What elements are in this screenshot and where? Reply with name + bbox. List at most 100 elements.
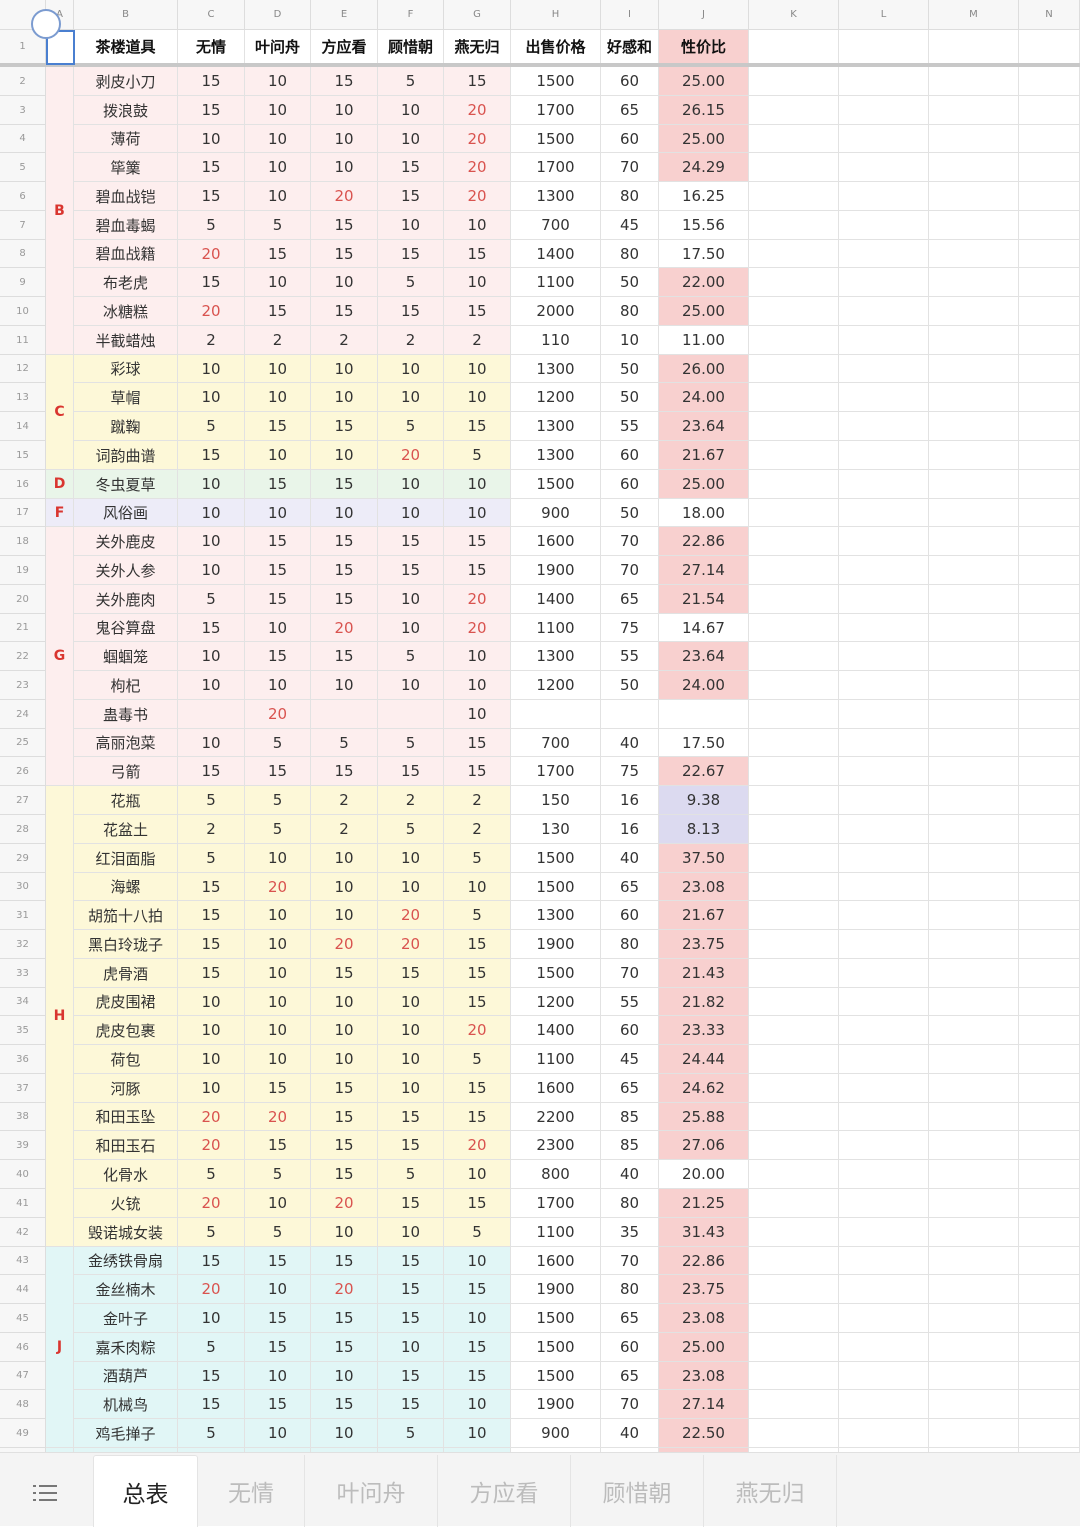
value-cell[interactable]: 5 bbox=[444, 441, 511, 470]
empty-cell[interactable] bbox=[839, 182, 929, 211]
empty-cell[interactable] bbox=[749, 700, 839, 729]
value-cell[interactable]: 10 bbox=[245, 930, 311, 959]
value-cell[interactable]: 31.43 bbox=[659, 1218, 749, 1247]
empty-cell[interactable] bbox=[929, 642, 1019, 671]
item-name-cell[interactable]: 鸡毛掸子 bbox=[74, 1419, 178, 1448]
empty-cell[interactable] bbox=[1019, 988, 1080, 1016]
value-cell[interactable]: 5 bbox=[245, 211, 311, 240]
value-cell[interactable]: 1300 bbox=[511, 182, 601, 211]
empty-cell[interactable] bbox=[1019, 67, 1080, 96]
empty-cell[interactable] bbox=[839, 1362, 929, 1390]
empty-cell[interactable] bbox=[1019, 125, 1080, 153]
value-cell[interactable]: 15 bbox=[311, 959, 378, 988]
value-cell[interactable]: 50 bbox=[601, 499, 659, 527]
value-cell[interactable]: 15 bbox=[311, 585, 378, 614]
value-cell[interactable]: 60 bbox=[601, 901, 659, 930]
value-cell[interactable]: 2 bbox=[311, 786, 378, 815]
item-name-cell[interactable]: 蝈蝈笼 bbox=[74, 642, 178, 671]
value-cell[interactable]: 10 bbox=[245, 182, 311, 211]
value-cell[interactable]: 1300 bbox=[511, 412, 601, 441]
empty-cell[interactable] bbox=[839, 1074, 929, 1103]
empty-cell[interactable] bbox=[839, 1103, 929, 1131]
value-cell[interactable]: 1900 bbox=[511, 1275, 601, 1304]
item-name-cell[interactable]: 词韵曲谱 bbox=[74, 441, 178, 470]
empty-cell[interactable] bbox=[1019, 470, 1080, 499]
value-cell[interactable]: 45 bbox=[601, 211, 659, 240]
value-cell[interactable]: 15 bbox=[378, 1131, 444, 1160]
empty-cell[interactable] bbox=[749, 614, 839, 642]
value-cell[interactable]: 60 bbox=[601, 125, 659, 153]
empty-cell[interactable] bbox=[929, 67, 1019, 96]
value-cell[interactable]: 37.50 bbox=[659, 844, 749, 873]
sheet-tab-5[interactable]: 燕无归 bbox=[704, 1455, 837, 1527]
value-cell[interactable]: 15 bbox=[444, 757, 511, 786]
empty-cell[interactable] bbox=[1019, 642, 1080, 671]
empty-cell[interactable] bbox=[929, 757, 1019, 786]
value-cell[interactable]: 21.43 bbox=[659, 959, 749, 988]
value-cell[interactable]: 10 bbox=[245, 614, 311, 642]
value-cell[interactable]: 26.15 bbox=[659, 96, 749, 125]
empty-cell[interactable] bbox=[839, 642, 929, 671]
value-cell[interactable]: 10 bbox=[245, 901, 311, 930]
item-name-cell[interactable]: 关外人参 bbox=[74, 556, 178, 585]
value-cell[interactable]: 1500 bbox=[511, 873, 601, 901]
value-cell[interactable]: 10 bbox=[444, 383, 511, 412]
empty-cell[interactable] bbox=[749, 1016, 839, 1045]
empty-cell[interactable] bbox=[929, 614, 1019, 642]
empty-cell[interactable] bbox=[749, 1362, 839, 1390]
empty-cell[interactable] bbox=[839, 873, 929, 901]
value-cell[interactable]: 10 bbox=[444, 470, 511, 499]
empty-cell[interactable] bbox=[1019, 873, 1080, 901]
value-cell[interactable]: 85 bbox=[601, 1131, 659, 1160]
row-header[interactable]: 47 bbox=[0, 1362, 46, 1390]
value-cell[interactable]: 10 bbox=[378, 844, 444, 873]
value-cell[interactable]: 2200 bbox=[511, 1103, 601, 1131]
value-cell[interactable]: 40 bbox=[601, 729, 659, 757]
value-cell[interactable] bbox=[511, 700, 601, 729]
empty-cell[interactable] bbox=[929, 1189, 1019, 1218]
empty-cell[interactable] bbox=[749, 1160, 839, 1189]
value-cell[interactable]: 27.06 bbox=[659, 1131, 749, 1160]
value-cell[interactable]: 900 bbox=[511, 499, 601, 527]
value-cell[interactable]: 15 bbox=[378, 1275, 444, 1304]
value-cell[interactable]: 17.50 bbox=[659, 729, 749, 757]
empty-cell[interactable] bbox=[929, 153, 1019, 182]
value-cell[interactable]: 1600 bbox=[511, 527, 601, 556]
value-cell[interactable]: 10 bbox=[444, 700, 511, 729]
empty-cell[interactable] bbox=[929, 873, 1019, 901]
value-cell[interactable]: 15 bbox=[444, 67, 511, 96]
item-name-cell[interactable]: 嘉禾肉粽 bbox=[74, 1333, 178, 1362]
empty-cell[interactable] bbox=[1019, 671, 1080, 700]
value-cell[interactable]: 15 bbox=[378, 1362, 444, 1390]
value-cell[interactable]: 15 bbox=[444, 1189, 511, 1218]
value-cell[interactable]: 10 bbox=[444, 211, 511, 240]
empty-cell[interactable] bbox=[749, 153, 839, 182]
empty-cell[interactable] bbox=[749, 1333, 839, 1362]
value-cell[interactable] bbox=[511, 1448, 601, 1452]
empty-cell[interactable] bbox=[1019, 441, 1080, 470]
empty-cell[interactable] bbox=[1019, 1333, 1080, 1362]
value-cell[interactable]: 15 bbox=[378, 153, 444, 182]
value-cell[interactable]: 50 bbox=[601, 383, 659, 412]
empty-cell[interactable] bbox=[1019, 556, 1080, 585]
item-name-cell[interactable]: 黑白玲珑子 bbox=[74, 930, 178, 959]
empty-cell[interactable] bbox=[1019, 1362, 1080, 1390]
value-cell[interactable]: 15 bbox=[378, 556, 444, 585]
value-cell[interactable]: 1700 bbox=[511, 757, 601, 786]
value-cell[interactable]: 10 bbox=[378, 1074, 444, 1103]
empty-cell[interactable] bbox=[749, 1189, 839, 1218]
value-cell[interactable]: 1300 bbox=[511, 355, 601, 383]
empty-cell[interactable] bbox=[749, 1103, 839, 1131]
empty-cell[interactable] bbox=[839, 1275, 929, 1304]
value-cell[interactable]: 1700 bbox=[511, 1189, 601, 1218]
empty-cell[interactable] bbox=[1019, 1045, 1080, 1074]
value-cell[interactable]: 1900 bbox=[511, 930, 601, 959]
value-cell[interactable]: 10 bbox=[245, 1275, 311, 1304]
empty-cell[interactable] bbox=[749, 211, 839, 240]
empty-cell[interactable] bbox=[749, 297, 839, 326]
empty-cell[interactable] bbox=[929, 1333, 1019, 1362]
value-cell[interactable]: 15 bbox=[178, 182, 245, 211]
value-cell[interactable]: 20 bbox=[311, 614, 378, 642]
row-header[interactable]: 22 bbox=[0, 642, 46, 671]
item-name-cell[interactable]: 风俗画 bbox=[74, 499, 178, 527]
